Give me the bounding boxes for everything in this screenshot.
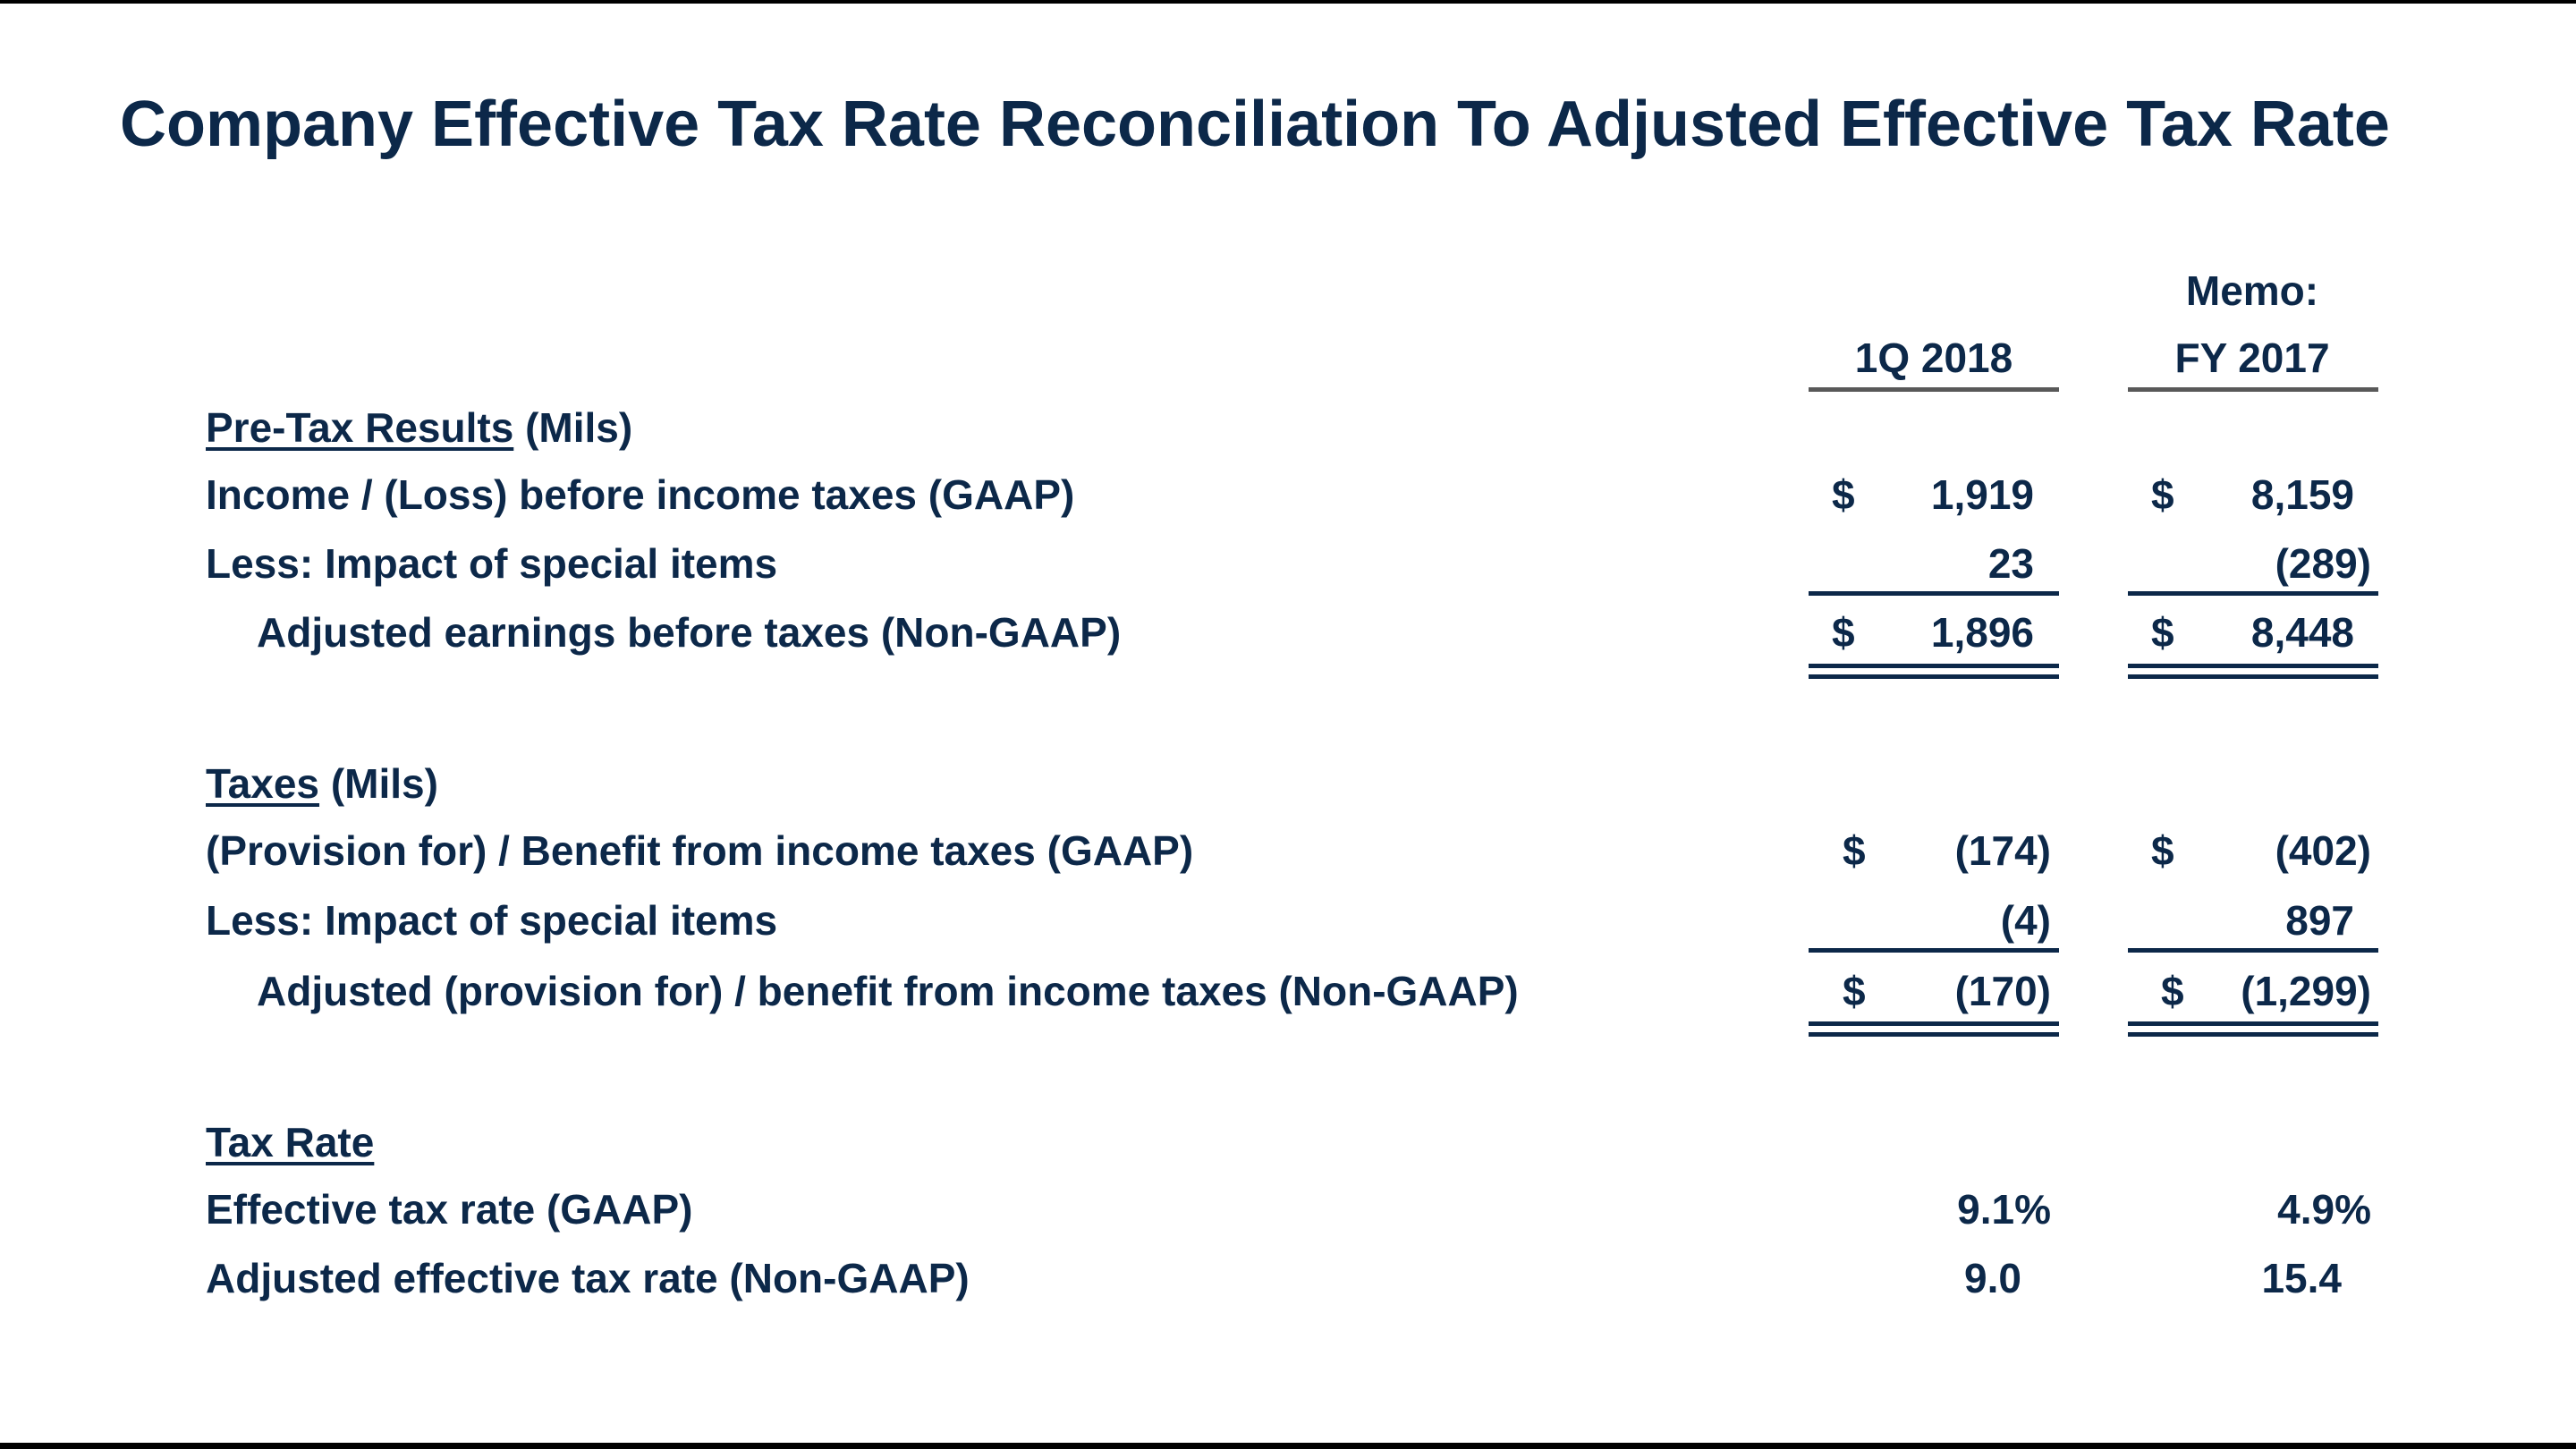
- table-row: Less: Impact of special items 23 (289): [0, 537, 2576, 590]
- value-fy-2017: (402): [2275, 827, 2371, 874]
- value-fy-2017: 8,448: [2250, 609, 2354, 656]
- value-fy-2017: 8,159: [2250, 471, 2354, 518]
- currency-symbol: $: [1832, 609, 1855, 656]
- currency-symbol: $: [2151, 827, 2174, 874]
- row-label: (Provision for) / Benefit from income ta…: [206, 827, 1194, 874]
- total-double-rule: [2128, 674, 2378, 679]
- taxes-unit: (Mils): [330, 760, 438, 807]
- value-fy-2017: 15.4: [2261, 1255, 2342, 1301]
- value-1q-2018: (170): [1954, 968, 2051, 1014]
- total-double-rule: [1809, 664, 2059, 668]
- value-1q-2018: 9.0: [1964, 1255, 2021, 1301]
- value-1q-2018: 23: [1987, 540, 2034, 587]
- total-double-rule: [1809, 1032, 2059, 1037]
- value-fy-2017: (1,299): [2241, 968, 2371, 1014]
- value-1q-2018: (4): [2000, 897, 2051, 944]
- section-heading-tax-rate: Tax Rate: [0, 1115, 2576, 1169]
- taxes-heading: Taxes: [206, 760, 320, 807]
- value-1q-2018: 9.1%: [1957, 1186, 2051, 1233]
- row-label: Less: Impact of special items: [206, 897, 778, 944]
- total-double-rule: [1809, 1021, 2059, 1026]
- table-row: Income / (Loss) before income taxes (GAA…: [0, 468, 2576, 521]
- value-fy-2017: 4.9%: [2277, 1186, 2371, 1233]
- currency-symbol: $: [2151, 609, 2174, 656]
- currency-symbol: $: [1843, 827, 1866, 874]
- total-double-rule: [2128, 664, 2378, 668]
- taxrate-heading: Tax Rate: [206, 1119, 375, 1165]
- memo-label: Memo:: [2185, 267, 2319, 314]
- table-row-total: Adjusted earnings before taxes (Non-GAAP…: [0, 606, 2576, 659]
- currency-symbol: $: [2151, 471, 2174, 518]
- header-rule-1: [1809, 387, 2059, 392]
- row-label: Adjusted (provision for) / benefit from …: [257, 968, 1519, 1014]
- value-1q-2018: (174): [1954, 827, 2051, 874]
- subtotal-rule: [2128, 948, 2378, 953]
- value-fy-2017: 897: [2285, 897, 2354, 944]
- table-row: (Provision for) / Benefit from income ta…: [0, 824, 2576, 877]
- pretax-unit: (Mils): [525, 404, 633, 451]
- row-label: Effective tax rate (GAAP): [206, 1186, 693, 1233]
- currency-symbol: $: [1843, 968, 1866, 1014]
- bottom-border: [0, 1443, 2576, 1449]
- currency-symbol: $: [1832, 471, 1855, 518]
- currency-symbol: $: [2161, 968, 2184, 1014]
- subtotal-rule: [1809, 591, 2059, 596]
- row-label: Income / (Loss) before income taxes (GAA…: [206, 471, 1075, 518]
- section-heading-taxes: Taxes (Mils): [0, 757, 2576, 810]
- top-border: [0, 0, 2576, 4]
- value-1q-2018: 1,919: [1930, 471, 2034, 518]
- table-row: Adjusted effective tax rate (Non-GAAP) 9…: [0, 1251, 2576, 1305]
- pretax-heading: Pre-Tax Results: [206, 404, 514, 451]
- total-double-rule: [1809, 674, 2059, 679]
- page-title: Company Effective Tax Rate Reconciliatio…: [120, 89, 2390, 160]
- column-header-fy-2017: FY 2017: [2174, 335, 2330, 381]
- column-header-1q-2018: 1Q 2018: [1854, 335, 2013, 381]
- table-row: Effective tax rate (GAAP) 9.1% 4.9%: [0, 1182, 2576, 1236]
- value-1q-2018: 1,896: [1930, 609, 2034, 656]
- header-rule-2: [2128, 387, 2378, 392]
- value-fy-2017: (289): [2275, 540, 2371, 587]
- total-double-rule: [2128, 1032, 2378, 1037]
- section-heading-pretax: Pre-Tax Results (Mils): [0, 401, 2576, 454]
- table-row-total: Adjusted (provision for) / benefit from …: [0, 964, 2576, 1018]
- total-double-rule: [2128, 1021, 2378, 1026]
- row-label: Less: Impact of special items: [206, 540, 778, 587]
- row-label: Adjusted effective tax rate (Non-GAAP): [206, 1255, 970, 1301]
- subtotal-rule: [1809, 948, 2059, 953]
- table-row: Less: Impact of special items (4) 897: [0, 894, 2576, 947]
- subtotal-rule: [2128, 591, 2378, 596]
- row-label: Adjusted earnings before taxes (Non-GAAP…: [257, 609, 1122, 656]
